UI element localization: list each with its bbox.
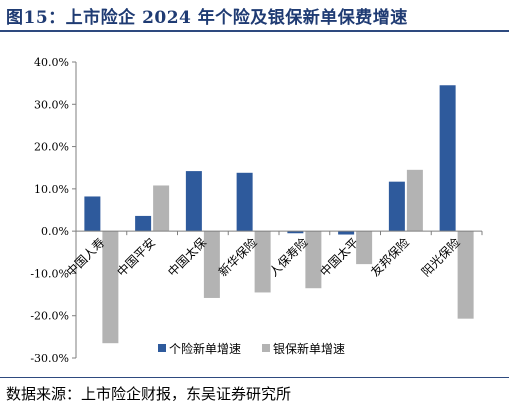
bar-individual	[439, 85, 456, 232]
x-tick-label: 中国太保	[164, 235, 209, 280]
bar-bancassurance	[406, 169, 423, 232]
bar-individual	[185, 171, 202, 232]
x-tick-label: 人保寿险	[266, 235, 311, 280]
y-tick-label: 10.0%	[34, 183, 69, 196]
legend: 个险新单增速 银保新单增速	[158, 341, 345, 356]
bar-individual	[338, 231, 355, 235]
bar-individual	[236, 172, 253, 232]
legend-swatch	[262, 344, 270, 352]
legend-label: 银保新单增速	[273, 341, 345, 356]
title-divider	[0, 30, 509, 32]
bar-bancassurance	[102, 231, 119, 344]
y-axis: 40.0% 30.0% 20.0% 10.0% 0.0% -10.0% -20.0% -30.…	[30, 56, 77, 365]
x-tick-label: 友邦保险	[367, 235, 412, 280]
x-axis: 中国人寿 中国平安 中国太保 新华保险 人保寿险 中国太平 友邦保险 阳光保险	[63, 230, 483, 280]
bar-individual	[84, 196, 101, 232]
x-tick-label: 阳光保险	[418, 235, 463, 280]
y-tick-label: -10.0%	[30, 267, 69, 280]
x-tick-label: 中国太平	[317, 235, 362, 280]
chart-title: 图15：上市险企 2024 年个险及银保新单保费增速	[6, 8, 408, 28]
bar-individual	[287, 231, 304, 234]
bar-bancassurance	[203, 231, 220, 298]
y-tick-label: -30.0%	[30, 352, 69, 365]
x-tick-label: 新华保险	[215, 235, 260, 280]
bar-bancassurance	[153, 185, 170, 232]
y-tick-label: -20.0%	[30, 310, 69, 323]
source-note: 数据来源：上市险企财报，东吴证券研究所	[6, 385, 292, 403]
x-tick-label: 中国平安	[114, 235, 159, 280]
bar-individual	[388, 181, 405, 232]
y-tick-label: 30.0%	[34, 98, 69, 111]
y-tick-label: 40.0%	[34, 56, 69, 69]
bar-individual	[135, 215, 152, 232]
x-tick-label: 中国人寿	[63, 235, 108, 280]
bar-bancassurance	[254, 231, 271, 293]
source-divider	[0, 377, 509, 378]
bar-bancassurance	[457, 231, 474, 319]
y-tick-label: 0.0%	[41, 225, 69, 238]
legend-swatch	[158, 344, 166, 352]
bar-bancassurance	[305, 231, 322, 289]
bars	[84, 85, 474, 344]
bar-chart: 40.0% 30.0% 20.0% 10.0% 0.0% -10.0% -20.0% -30.…	[30, 56, 483, 365]
legend-label: 个险新单增速	[169, 341, 241, 356]
y-tick-label: 20.0%	[34, 141, 69, 154]
bar-bancassurance	[356, 231, 373, 265]
